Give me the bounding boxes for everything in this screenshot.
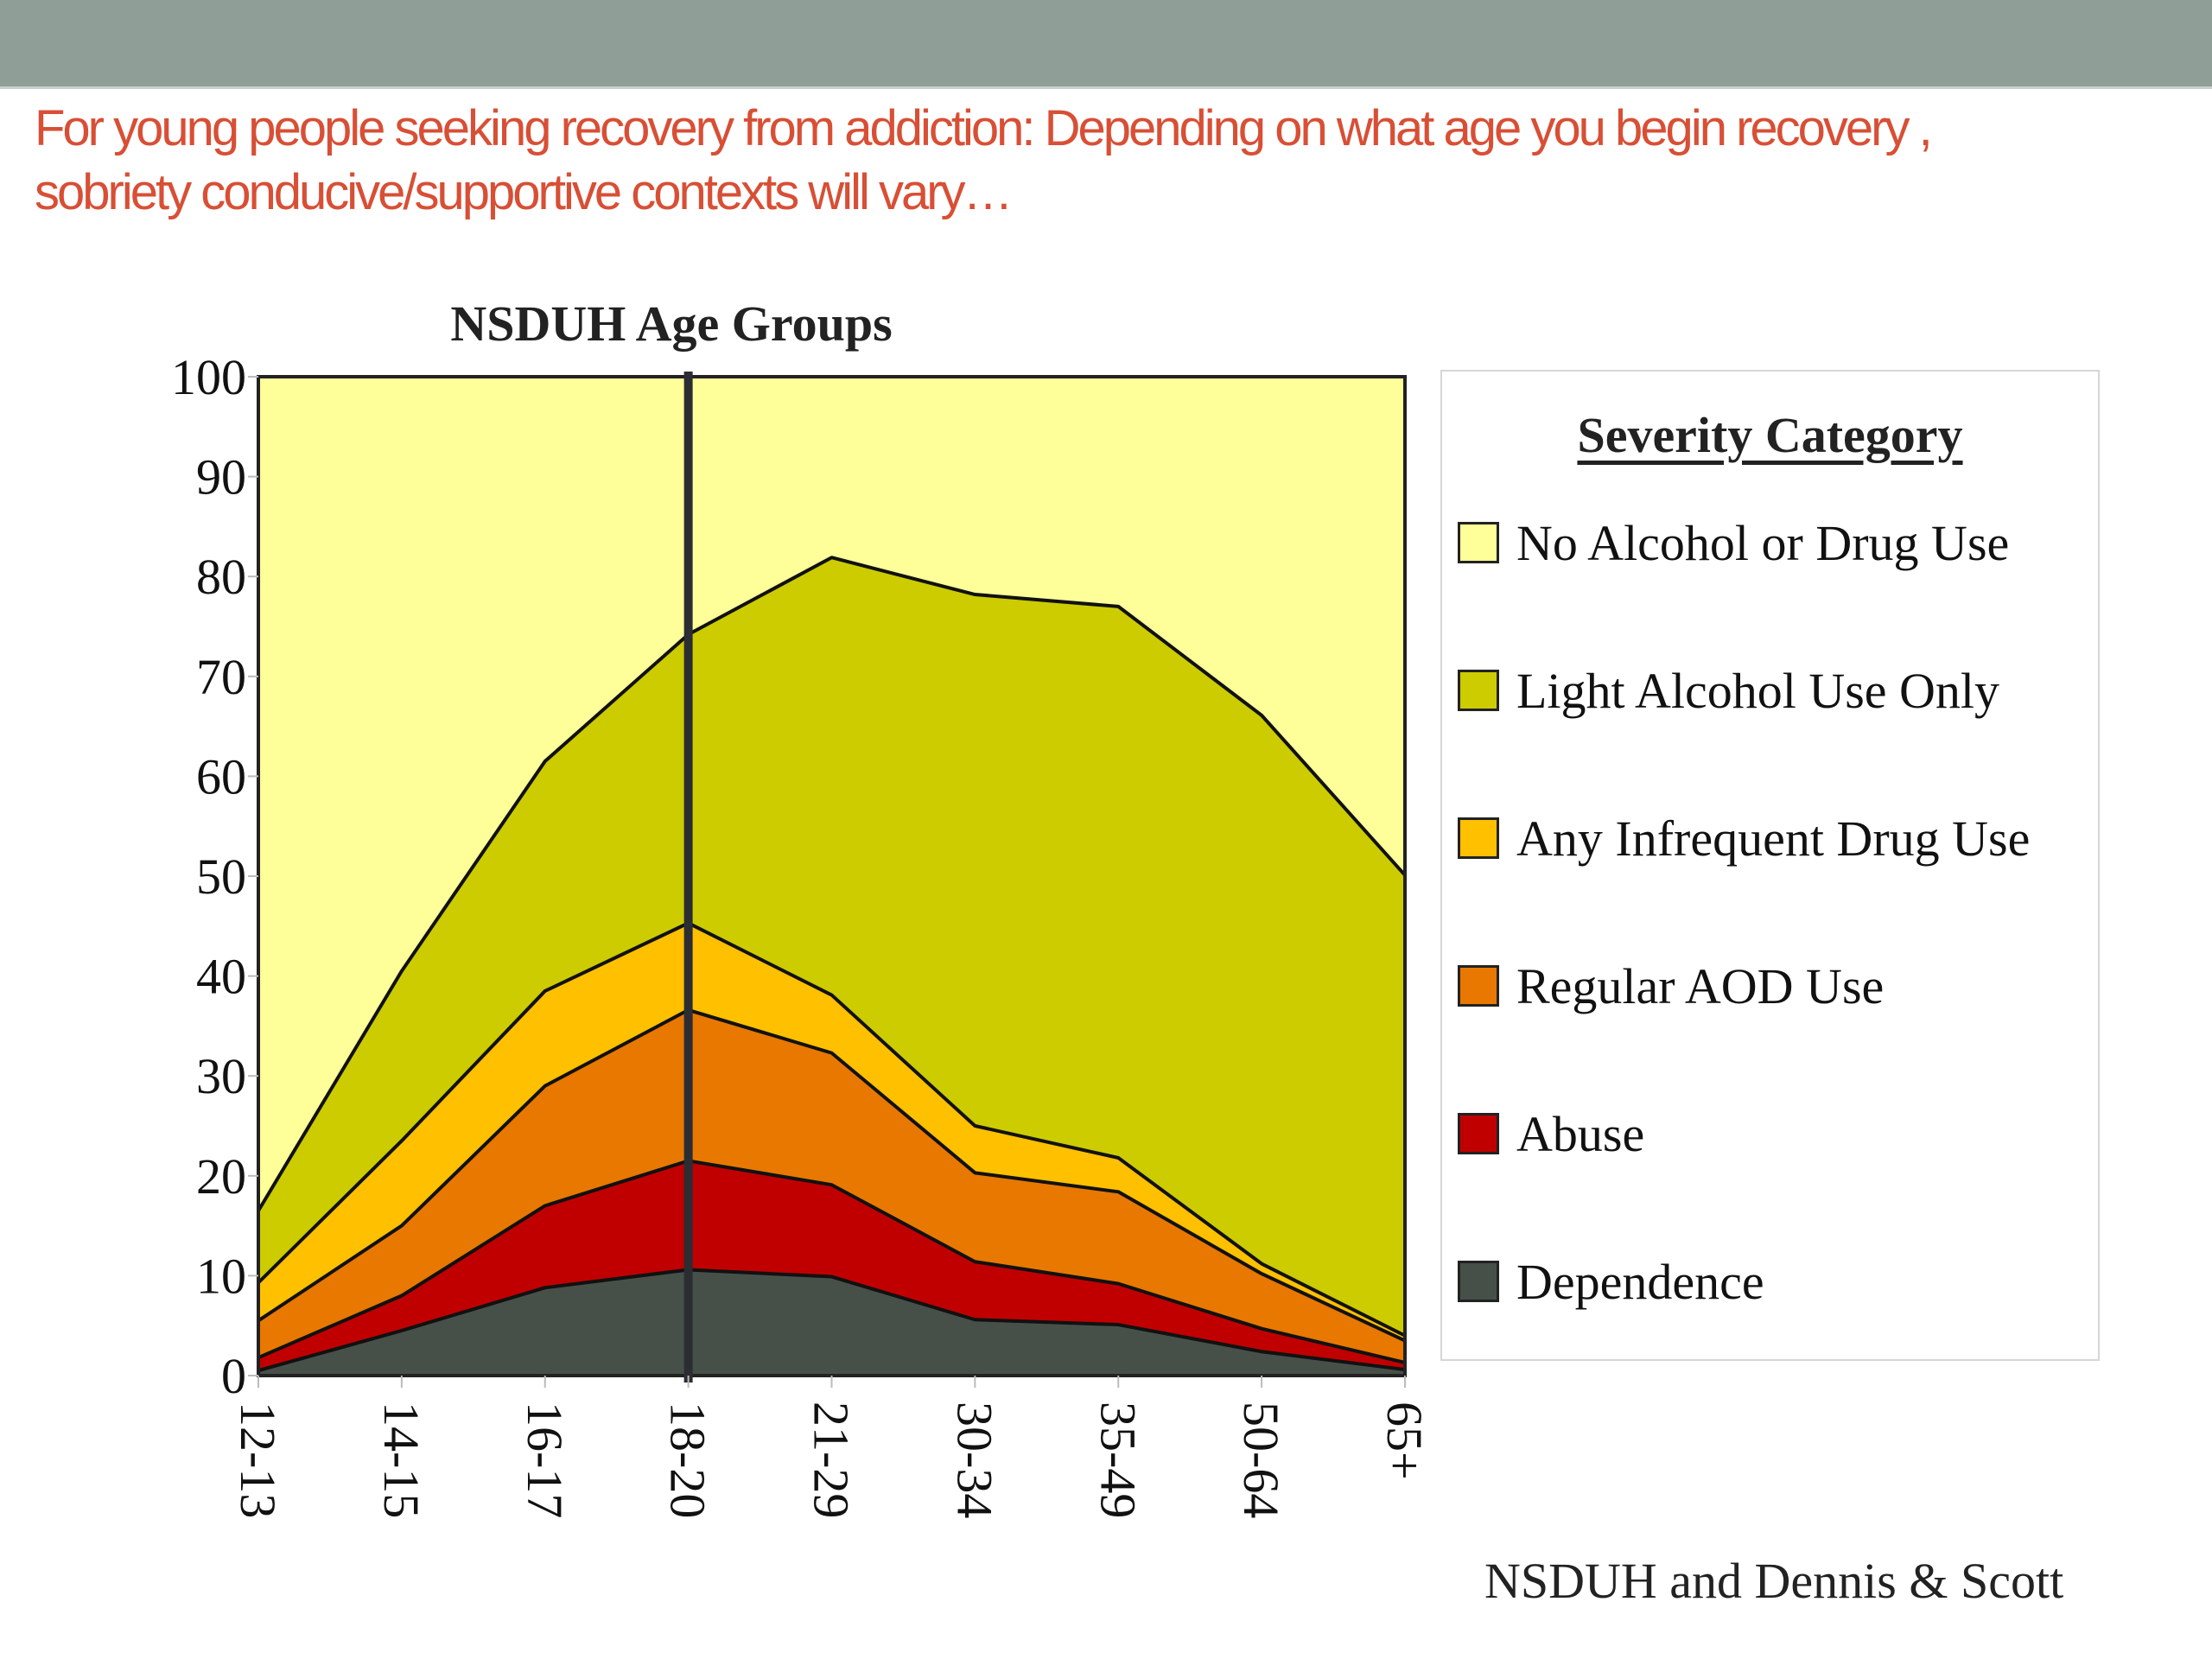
x-tick-label: 12-13 bbox=[230, 1402, 286, 1518]
slide-title-line-2: sobriety conducive/supportive contexts w… bbox=[35, 164, 1014, 220]
boundary-light-alcohol-use-only bbox=[257, 556, 1407, 1212]
boundary-any-infrequent-drug-use bbox=[257, 921, 1406, 1338]
x-tick-label: 65+ bbox=[1376, 1402, 1433, 1480]
legend-item-light-alcohol-use-only: Light Alcohol Use Only bbox=[1458, 663, 1999, 719]
y-axis: 0 10 20 30 40 50 60 70 80 90 100 bbox=[171, 349, 258, 1404]
area-any-infrequent-drug-use bbox=[258, 923, 1405, 1341]
x-tick-label: 16-17 bbox=[517, 1402, 573, 1518]
slide-title: For young people seeking recovery from a… bbox=[35, 97, 2177, 225]
legend-item-dependence: Dependence bbox=[1458, 1254, 1764, 1310]
x-tick-label: 21-29 bbox=[804, 1402, 860, 1518]
area-abuse bbox=[258, 1160, 1405, 1371]
source-citation: NSDUH and Dennis & Scott bbox=[1484, 1553, 2064, 1609]
y-tick-label: 50 bbox=[196, 849, 246, 905]
area-regular-aod-use bbox=[258, 1009, 1405, 1363]
area-no-alcohol-or-drug-use bbox=[258, 377, 1405, 1211]
legend-swatch bbox=[1458, 965, 1499, 1007]
x-tick-label: 50-64 bbox=[1233, 1402, 1289, 1518]
legend-label: No Alcohol or Drug Use bbox=[1516, 514, 2010, 571]
legend-item-any-infrequent-drug-use: Any Infrequent Drug Use bbox=[1458, 810, 2030, 867]
legend-swatch bbox=[1458, 522, 1499, 563]
x-tick-label: 35-49 bbox=[1090, 1402, 1146, 1518]
y-tick-label: 0 bbox=[221, 1348, 246, 1404]
x-tick-label: 30-34 bbox=[946, 1402, 1002, 1518]
chart-title: NSDUH Age Groups bbox=[450, 296, 892, 352]
y-tick-label: 10 bbox=[196, 1248, 246, 1304]
x-tick-label: 18-20 bbox=[660, 1402, 716, 1518]
boundary-dependence bbox=[257, 1268, 1406, 1373]
legend-title: Severity Category bbox=[1577, 407, 1963, 463]
legend-label: Any Infrequent Drug Use bbox=[1516, 810, 2031, 867]
x-tick-label: 14-15 bbox=[373, 1402, 429, 1518]
legend: Severity Category No Alcohol or Drug Use… bbox=[1440, 370, 2100, 1361]
y-tick-label: 40 bbox=[196, 949, 246, 1005]
boundary-abuse bbox=[257, 1159, 1406, 1364]
legend-label: Regular AOD Use bbox=[1516, 957, 1885, 1014]
legend-swatch bbox=[1458, 1261, 1499, 1302]
slide-title-line-1: For young people seeking recovery from a… bbox=[35, 100, 1933, 156]
legend-item-no-alcohol-or-drug-use: No Alcohol or Drug Use bbox=[1458, 514, 2010, 571]
legend-label: Light Alcohol Use Only bbox=[1516, 662, 2000, 719]
y-tick-label: 80 bbox=[196, 549, 246, 605]
area-light-alcohol-use-only bbox=[258, 557, 1405, 1336]
legend-swatch bbox=[1458, 670, 1499, 711]
legend-label: Dependence bbox=[1516, 1253, 1764, 1310]
boundary-regular-aod-use bbox=[257, 1007, 1406, 1343]
legend-item-regular-aod-use: Regular AOD Use bbox=[1458, 957, 1885, 1014]
x-axis: 12-13 14-15 16-17 18-20 21-29 30-34 35-49 50-64… bbox=[230, 1376, 1433, 1518]
y-tick-label: 70 bbox=[196, 649, 246, 705]
legend-swatch bbox=[1458, 817, 1499, 859]
legend-swatch bbox=[1458, 1113, 1499, 1154]
y-tick-label: 60 bbox=[196, 748, 246, 804]
y-tick-label: 100 bbox=[171, 349, 246, 405]
y-tick-label: 30 bbox=[196, 1048, 246, 1104]
legend-label: Abuse bbox=[1516, 1105, 1645, 1162]
area-layers bbox=[257, 377, 1407, 1376]
y-tick-label: 90 bbox=[196, 449, 246, 505]
area-dependence bbox=[258, 1269, 1405, 1376]
header-bar bbox=[0, 0, 2212, 89]
legend-item-abuse: Abuse bbox=[1458, 1105, 1645, 1162]
y-tick-label: 20 bbox=[196, 1148, 246, 1205]
